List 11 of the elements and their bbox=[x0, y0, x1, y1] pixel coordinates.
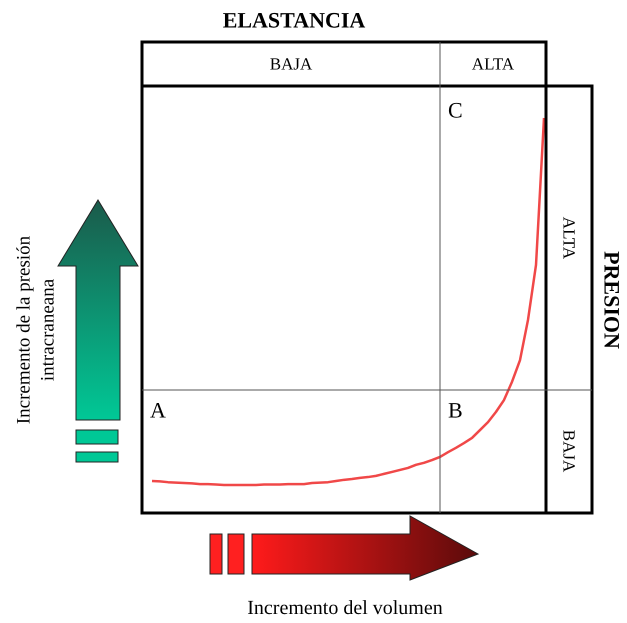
text: ALTA bbox=[472, 54, 515, 74]
annotation: A bbox=[150, 398, 166, 422]
text: BAJA bbox=[270, 54, 313, 74]
chart-title: ELASTANCIA bbox=[222, 8, 366, 32]
text: BAJA bbox=[560, 430, 578, 473]
y-axis-title: Incremento de la presión intracraneana bbox=[14, 235, 58, 424]
x-axis-title: Incremento del volumen bbox=[247, 597, 443, 619]
text: ALTA bbox=[560, 216, 578, 260]
y2-axis-title: PRESION bbox=[600, 251, 624, 350]
annotation: C bbox=[448, 98, 463, 122]
annotation: B bbox=[448, 398, 463, 422]
